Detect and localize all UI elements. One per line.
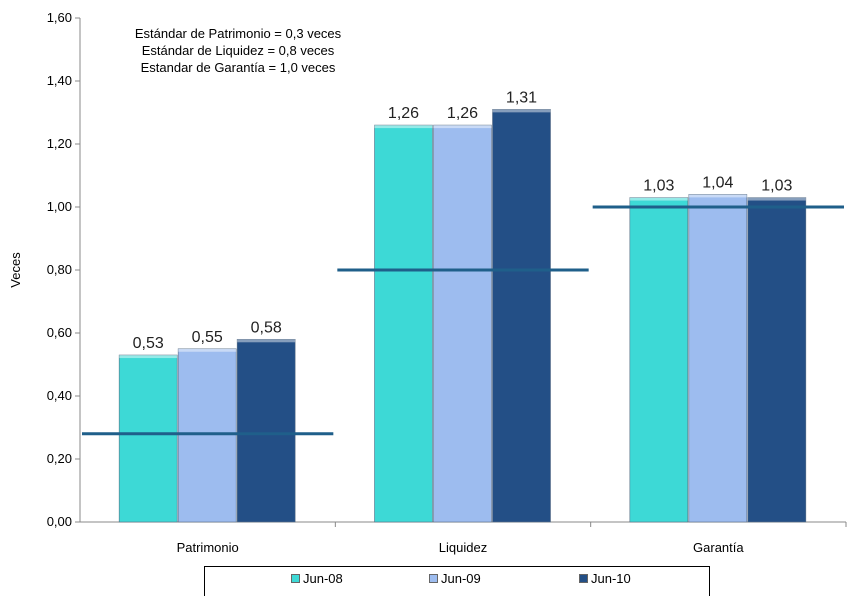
y-tick-label: 1,20 <box>47 136 72 151</box>
legend-label-jun-09: Jun-09 <box>441 571 481 586</box>
data-label: 0,58 <box>251 319 282 336</box>
bar-jun-10 <box>236 338 296 523</box>
data-label: 1,26 <box>447 105 478 122</box>
data-label: 1,03 <box>761 178 792 195</box>
legend-item-jun-09: Jun-09 <box>429 571 481 586</box>
x-tick-label: Liquidez <box>439 540 487 555</box>
standard-lines <box>82 205 844 436</box>
data-label: 1,04 <box>702 174 733 191</box>
x-tick-label: Garantía <box>693 540 744 555</box>
bar-jun-10 <box>747 197 807 523</box>
bar-top-highlight <box>119 355 178 359</box>
legend-swatch-jun-09 <box>429 574 438 583</box>
legend-swatch-jun-10 <box>579 574 588 583</box>
bar-top-highlight <box>688 194 747 198</box>
y-tick-label: 1,60 <box>47 10 72 25</box>
bar-jun-09 <box>433 124 492 523</box>
data-label: 1,03 <box>643 178 674 195</box>
bar-top-highlight <box>237 339 296 343</box>
bar-jun-09 <box>177 348 237 523</box>
y-axis-label: Veces <box>8 252 23 288</box>
data-label: 0,55 <box>192 329 223 346</box>
note-garantia: Estandar de Garantía = 1,0 veces <box>140 60 336 75</box>
bar-top-highlight <box>747 197 806 201</box>
data-label: 1,31 <box>506 89 537 106</box>
legend: Jun-08 Jun-09 Jun-10 <box>204 566 710 596</box>
legend-item-jun-08: Jun-08 <box>291 571 343 586</box>
y-tick-label: 0,80 <box>47 262 72 277</box>
x-ticks: Patrimonio Liquidez Garantía <box>177 522 847 555</box>
bar-jun-08 <box>629 197 689 523</box>
bar-top-highlight <box>374 125 433 129</box>
y-tick-label: 1,00 <box>47 199 72 214</box>
y-tick-label: 1,40 <box>47 73 72 88</box>
legend-label-jun-10: Jun-10 <box>591 571 631 586</box>
y-tick-label: 0,60 <box>47 325 72 340</box>
x-tick-label: Patrimonio <box>177 540 239 555</box>
bar-top-highlight <box>629 197 688 201</box>
bar-jun-08 <box>118 354 178 523</box>
bar-top-highlight <box>433 125 492 129</box>
y-tick-label: 0,00 <box>47 514 72 529</box>
legend-item-jun-10: Jun-10 <box>579 571 631 586</box>
y-ticks: 0,00 0,20 0,40 0,60 0,80 1,00 1,20 1,40 1,60 <box>47 10 80 529</box>
bar-top-highlight <box>492 109 551 113</box>
data-label: 0,53 <box>133 335 164 352</box>
bar-jun-08 <box>374 124 433 523</box>
legend-label-jun-08: Jun-08 <box>303 571 343 586</box>
note-liquidez: Estándar de Liquidez = 0,8 veces <box>141 43 335 58</box>
note-patrimonio: Estándar de Patrimonio = 0,3 veces <box>134 26 342 41</box>
bar-jun-10 <box>492 109 551 523</box>
legend-swatch-jun-08 <box>291 574 300 583</box>
bars: 0,53 0,55 0,58 1,26 1,26 1,31 1,03 1,04 1,03 <box>118 89 807 523</box>
bar-top-highlight <box>178 348 237 352</box>
bar-jun-09 <box>688 194 748 523</box>
y-tick-label: 0,40 <box>47 388 72 403</box>
data-label: 1,26 <box>388 105 419 122</box>
y-tick-label: 0,20 <box>47 451 72 466</box>
